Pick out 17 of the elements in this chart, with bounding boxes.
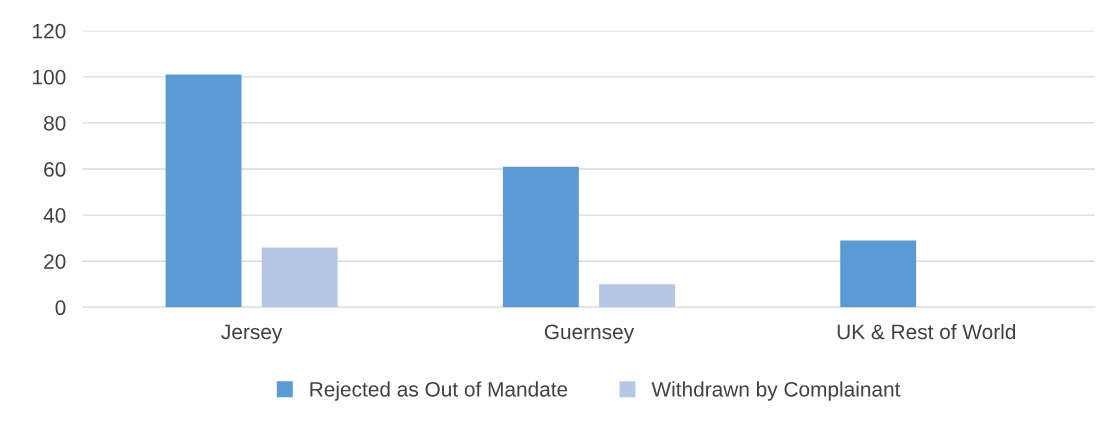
- bar: [165, 74, 242, 308]
- y-tick-label: 0: [55, 300, 66, 316]
- x-tick-label: Guernsey: [544, 324, 635, 344]
- legend-label: Rejected as Out of Mandate: [310, 381, 568, 401]
- bar: [261, 247, 338, 308]
- bar: [599, 284, 675, 308]
- y-tick-label: 100: [33, 69, 66, 85]
- y-tick-label: 80: [44, 115, 66, 131]
- bar: [502, 166, 579, 308]
- y-tick-label: 20: [44, 254, 66, 269]
- y-tick-label: 120: [33, 23, 66, 39]
- legend-label: Withdrawn by Complainant: [651, 381, 901, 401]
- x-tick-label: Jersey: [221, 324, 283, 344]
- bar: [840, 240, 917, 308]
- y-tick-label: 60: [44, 162, 66, 177]
- x-tick-label: UK & Rest of World: [837, 323, 1016, 340]
- y-tick-label: 40: [43, 208, 66, 223]
